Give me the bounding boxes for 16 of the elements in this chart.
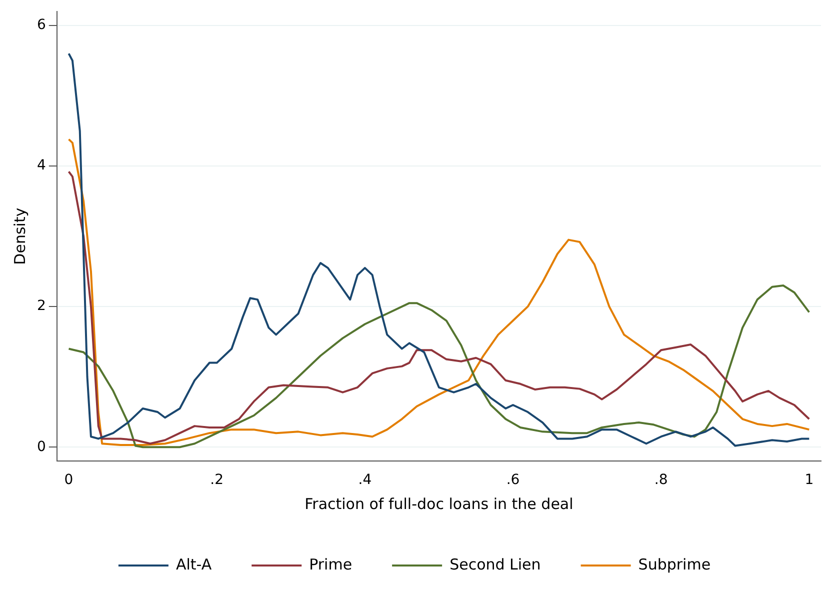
y-tick-label: 0 <box>36 438 46 455</box>
x-tick-label: .8 <box>654 472 668 488</box>
y-tick-label: 2 <box>36 298 46 314</box>
legend-label: Alt-A <box>176 555 212 574</box>
y-tick-label: 4 <box>36 158 46 174</box>
legend-label: Second Lien <box>450 555 541 574</box>
x-tick-label: .2 <box>210 472 224 488</box>
x-tick-label: 1 <box>804 472 814 488</box>
x-tick-label: 0 <box>64 472 74 488</box>
y-tick-label: 6 <box>36 17 46 34</box>
x-axis-title: Fraction of full-doc loans in the deal <box>304 494 574 513</box>
y-axis-title: Density <box>10 208 29 265</box>
legend-label: Prime <box>309 555 352 574</box>
legend-label: Subprime <box>638 555 711 574</box>
x-tick-label: .6 <box>506 472 520 488</box>
x-tick-label: .4 <box>358 472 372 488</box>
